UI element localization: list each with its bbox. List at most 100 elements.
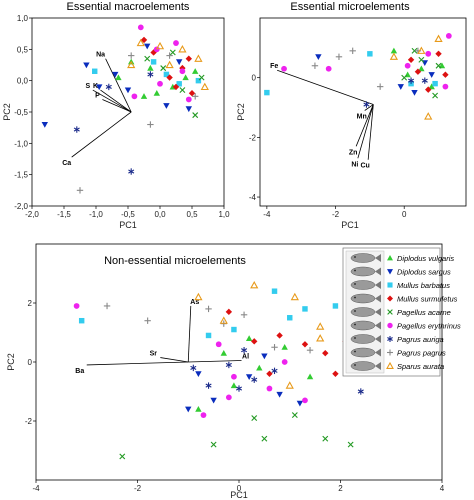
panel-microelements-title: Essential microelements <box>290 1 410 13</box>
point-triangle-up <box>195 406 202 412</box>
loading-vector-al <box>188 360 242 363</box>
point-triangle-up <box>220 349 227 356</box>
panel-microelements-loadings: Fe Mn Zn Ni Cu <box>270 63 374 170</box>
x-tick-label: 1,0 <box>218 210 230 219</box>
point-circle <box>185 96 192 103</box>
y-tick-label: 0 <box>28 358 33 367</box>
legend-marker-triangle-up <box>387 255 393 261</box>
loading-vector-ca <box>71 111 132 158</box>
legend: Diplodus vulgaris Diplodus sargus Mullus b… <box>342 247 461 377</box>
legend-marker-triangle-open <box>386 361 394 369</box>
point-plus <box>271 344 278 351</box>
point-square <box>432 80 438 87</box>
point-triangle-up <box>245 335 253 341</box>
point-triangle-down <box>261 353 268 360</box>
point-square <box>287 315 293 321</box>
point-asterisk <box>235 385 243 392</box>
point-circle <box>179 68 186 75</box>
loading-vector-p <box>102 99 132 113</box>
loading-vector-ni <box>357 104 374 159</box>
panel-nonessential-loadings: As Sr Ba Al <box>75 299 249 375</box>
point-triangle-open <box>424 112 433 120</box>
point-asterisk <box>105 83 112 91</box>
point-asterisk <box>408 77 415 84</box>
point-triangle-up <box>140 93 148 99</box>
point-triangle-open <box>389 52 399 60</box>
point-square <box>264 89 270 96</box>
point-square <box>195 77 202 84</box>
point-triangle-down <box>96 84 103 91</box>
point-triangle-down <box>83 62 90 69</box>
y-tick-label: 0 <box>252 74 257 83</box>
point-square <box>78 317 85 324</box>
point-circle <box>445 33 452 39</box>
fish-icon <box>350 293 381 304</box>
point-triangle-up <box>428 83 435 90</box>
point-circle <box>442 83 449 90</box>
y-tick-label: 0,5 <box>17 45 29 54</box>
point-diamond <box>407 56 415 63</box>
y-tick-label: 2 <box>28 299 33 308</box>
panel-microelements-points <box>264 33 452 120</box>
point-circle <box>215 341 222 348</box>
point-circle <box>266 385 273 392</box>
y-tick-label: 0,0 <box>17 77 29 86</box>
loading-vector-k <box>100 89 132 113</box>
point-asterisk <box>73 126 80 133</box>
panel-macroelements-ticks: -2,0 -1,5 -1,0 -0,5 0,0 0,5 1,0 -2,0 -1,5 -1,0 -0,… <box>14 14 230 219</box>
point-diamond <box>266 370 273 377</box>
point-diamond <box>140 36 148 44</box>
point-triangle-open <box>290 292 299 301</box>
loading-label-ca: Ca <box>62 160 71 167</box>
point-diamond <box>225 308 233 316</box>
point-circle <box>225 394 232 401</box>
point-asterisk <box>241 347 248 354</box>
fish-icon <box>350 266 381 277</box>
panel-nonessential-ticks: -4 -2 0 2 4 -2 0 2 <box>25 299 445 493</box>
point-triangle-open <box>316 322 325 330</box>
point-triangle-down <box>185 406 192 413</box>
point-x <box>411 47 418 54</box>
point-diamond <box>166 74 173 81</box>
point-square <box>205 332 212 339</box>
legend-items: Diplodus vulgaris Diplodus sargus Mullus b… <box>350 253 461 371</box>
loading-label-cu: Cu <box>360 163 369 170</box>
point-triangle-open <box>194 54 203 62</box>
point-x <box>432 92 439 99</box>
x-tick-label: 0,5 <box>186 210 198 219</box>
panel-macroelements-xlabel: PC1 <box>119 220 137 230</box>
point-circle <box>425 50 432 57</box>
point-plus <box>192 93 199 100</box>
legend-label: Diplodus vulgaris <box>397 254 454 263</box>
point-triangle-down <box>411 90 418 96</box>
point-triangle-up <box>115 74 122 81</box>
loading-label-na: Na <box>96 52 105 59</box>
x-tick-label: -4 <box>263 210 271 219</box>
point-asterisk <box>421 77 428 84</box>
panel-microelements-frame <box>259 17 467 207</box>
point-triangle-up <box>418 65 425 72</box>
point-triangle-down <box>41 121 48 128</box>
point-asterisk <box>271 367 278 375</box>
loading-label-ni: Ni <box>351 161 358 168</box>
point-triangle-open <box>155 41 165 50</box>
point-triangle-down <box>176 59 183 66</box>
panel-macroelements-points <box>41 24 209 194</box>
point-square <box>176 81 182 87</box>
legend-label: Pagellus erythrinus <box>397 322 461 331</box>
point-x <box>210 441 217 448</box>
point-x <box>291 412 298 419</box>
point-diamond <box>185 55 192 62</box>
point-x <box>192 112 199 119</box>
loading-label-mn: Mn <box>357 114 367 121</box>
panel-macroelements-frame <box>31 17 225 207</box>
point-triangle-down <box>428 72 435 78</box>
point-triangle-down <box>112 71 119 78</box>
point-triangle-up <box>230 382 238 389</box>
y-tick-label: -2 <box>25 417 33 426</box>
loading-vector-s <box>92 89 132 113</box>
point-triangle-up <box>390 47 398 54</box>
x-tick-label: -1,0 <box>89 210 103 219</box>
point-circle <box>73 303 80 309</box>
point-circle <box>302 397 308 404</box>
